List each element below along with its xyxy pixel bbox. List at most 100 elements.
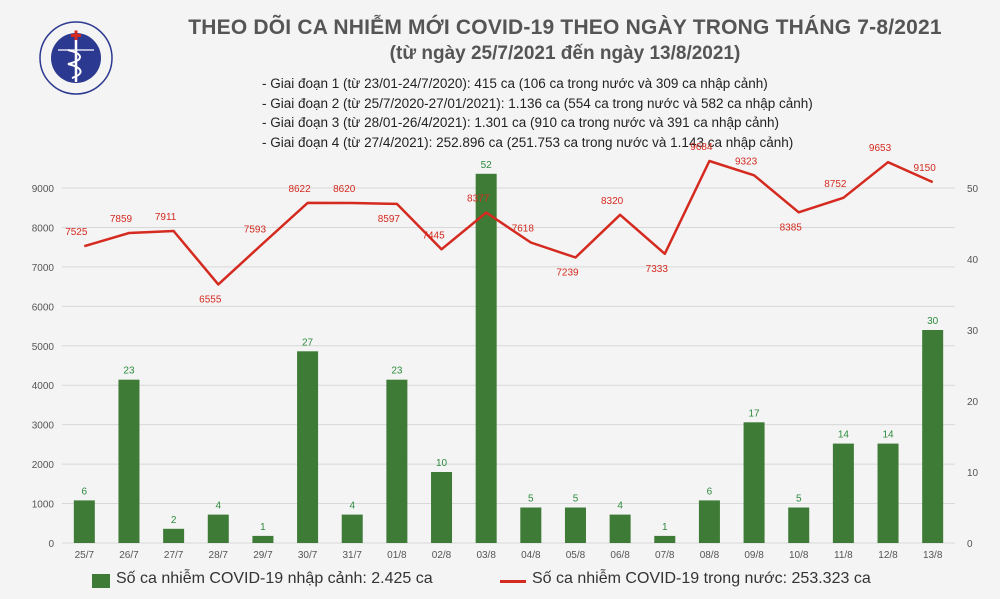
legend-bar-swatch xyxy=(92,574,110,588)
bar xyxy=(743,422,765,543)
line-value-label: 7445 xyxy=(422,230,445,241)
bar-value-label: 23 xyxy=(391,366,403,377)
x-tick-label: 05/8 xyxy=(566,550,586,561)
phase-3-line: - Giai đoạn 3 (từ 28/01-26/4/2021): 1.30… xyxy=(262,115,780,130)
phase-2-line: - Giai đoạn 2 (từ 25/7/2020-27/01/2021):… xyxy=(262,95,813,111)
bar xyxy=(564,507,586,543)
x-tick-label: 29/7 xyxy=(253,550,273,561)
x-tick-label: 10/8 xyxy=(789,550,809,561)
bar xyxy=(922,330,944,543)
legend-line-swatch xyxy=(500,580,526,583)
bar-value-label: 52 xyxy=(481,160,493,171)
x-tick-label: 01/8 xyxy=(387,550,407,561)
bar xyxy=(163,528,185,543)
x-tick-label: 09/8 xyxy=(744,550,764,561)
bar xyxy=(341,514,363,543)
bar xyxy=(386,379,408,543)
x-tick-label: 03/8 xyxy=(476,550,496,561)
y-right-tick-label: 20 xyxy=(967,397,979,408)
bar xyxy=(654,535,676,543)
bar xyxy=(297,351,319,543)
bar xyxy=(877,443,899,543)
line-value-label: 7593 xyxy=(244,224,267,235)
y-right-tick-label: 30 xyxy=(967,326,979,337)
legend-domestic-label: Số ca nhiễm COVID-19 trong nước: 253.323… xyxy=(532,570,871,587)
line-value-label: 7618 xyxy=(512,224,535,235)
x-tick-label: 13/8 xyxy=(923,550,943,561)
line-value-label: 8320 xyxy=(601,196,624,207)
bar-value-label: 4 xyxy=(349,501,355,512)
bar xyxy=(207,514,229,543)
bar xyxy=(609,514,631,543)
bar-value-label: 23 xyxy=(123,366,135,377)
line-value-label: 7239 xyxy=(556,267,579,278)
bar-value-label: 5 xyxy=(528,494,534,505)
y-left-tick-label: 4000 xyxy=(32,381,55,392)
x-tick-label: 07/8 xyxy=(655,550,675,561)
bar-value-label: 2 xyxy=(171,515,177,526)
bar-value-label: 30 xyxy=(927,316,939,327)
line-value-label: 7333 xyxy=(646,264,669,275)
bar-value-label: 27 xyxy=(302,337,314,348)
line-value-label: 9150 xyxy=(914,163,937,174)
x-tick-label: 26/7 xyxy=(119,550,139,561)
chart-subtitle: (từ ngày 25/7/2021 đến ngày 13/8/2021) xyxy=(389,43,741,64)
phase-summary: - Giai đoạn 1 (từ 23/01-24/7/2020): 415 … xyxy=(262,74,813,152)
bar-value-label: 1 xyxy=(662,522,668,533)
legend-imported-label: Số ca nhiễm COVID-19 nhập cảnh: 2.425 ca xyxy=(116,570,433,587)
x-tick-label: 06/8 xyxy=(610,550,630,561)
x-tick-label: 25/7 xyxy=(75,550,95,561)
x-tick-label: 02/8 xyxy=(432,550,452,561)
x-tick-label: 08/8 xyxy=(700,550,720,561)
x-tick-label: 12/8 xyxy=(878,550,898,561)
y-right-tick-label: 10 xyxy=(967,468,979,479)
bar-value-label: 4 xyxy=(617,501,623,512)
bar-value-label: 5 xyxy=(573,494,579,505)
bar-value-label: 6 xyxy=(82,486,88,497)
chart-title: THEO DÕI CA NHIỄM MỚI COVID-19 THEO NGÀY… xyxy=(188,16,942,39)
line-value-label: 8620 xyxy=(333,184,356,195)
bar xyxy=(832,443,854,543)
bar-value-label: 6 xyxy=(707,486,713,497)
line-value-label: 7525 xyxy=(65,227,88,238)
x-tick-label: 04/8 xyxy=(521,550,541,561)
bar-value-label: 14 xyxy=(882,430,894,441)
line-value-label: 8385 xyxy=(780,222,803,233)
line-value-label: 8622 xyxy=(288,184,311,195)
line-value-label: 9323 xyxy=(735,156,758,167)
bar xyxy=(431,472,453,543)
x-tick-label: 28/7 xyxy=(209,550,229,561)
bar xyxy=(475,173,497,544)
phase-4-line: - Giai đoạn 4 (từ 27/4/2021): 252.896 ca… xyxy=(262,134,794,150)
line-value-label: 8597 xyxy=(378,214,401,225)
line-value-label: 8752 xyxy=(824,179,847,190)
bar xyxy=(788,507,810,543)
line-value-label: 7859 xyxy=(110,214,133,225)
bar-value-label: 14 xyxy=(838,430,850,441)
x-tick-label: 27/7 xyxy=(164,550,184,561)
y-left-tick-label: 8000 xyxy=(32,223,55,234)
y-left-tick-label: 7000 xyxy=(32,263,55,274)
bar xyxy=(73,500,95,543)
y-left-tick-label: 3000 xyxy=(32,421,55,432)
bar-value-label: 5 xyxy=(796,494,802,505)
ministry-of-health-logo xyxy=(39,21,113,95)
y-left-tick-label: 6000 xyxy=(32,302,55,313)
line-value-label: 7911 xyxy=(155,212,177,223)
x-tick-label: 11/8 xyxy=(834,550,853,561)
y-left-tick-label: 5000 xyxy=(32,342,55,353)
x-tick-label: 31/7 xyxy=(342,550,362,561)
bar xyxy=(252,535,274,543)
y-right-tick-label: 50 xyxy=(967,184,979,195)
line-value-label: 9684 xyxy=(690,142,713,153)
y-left-tick-label: 2000 xyxy=(32,460,55,471)
phase-1-line: - Giai đoạn 1 (từ 23/01-24/7/2020): 415 … xyxy=(262,76,768,91)
line-value-label: 9653 xyxy=(869,143,892,154)
bar-value-label: 4 xyxy=(215,501,221,512)
y-left-tick-label: 0 xyxy=(48,539,54,550)
line-value-label: 6555 xyxy=(199,294,222,305)
domestic-cases-line xyxy=(83,159,934,286)
x-tick-label: 30/7 xyxy=(298,550,318,561)
bar-value-label: 1 xyxy=(260,522,266,533)
